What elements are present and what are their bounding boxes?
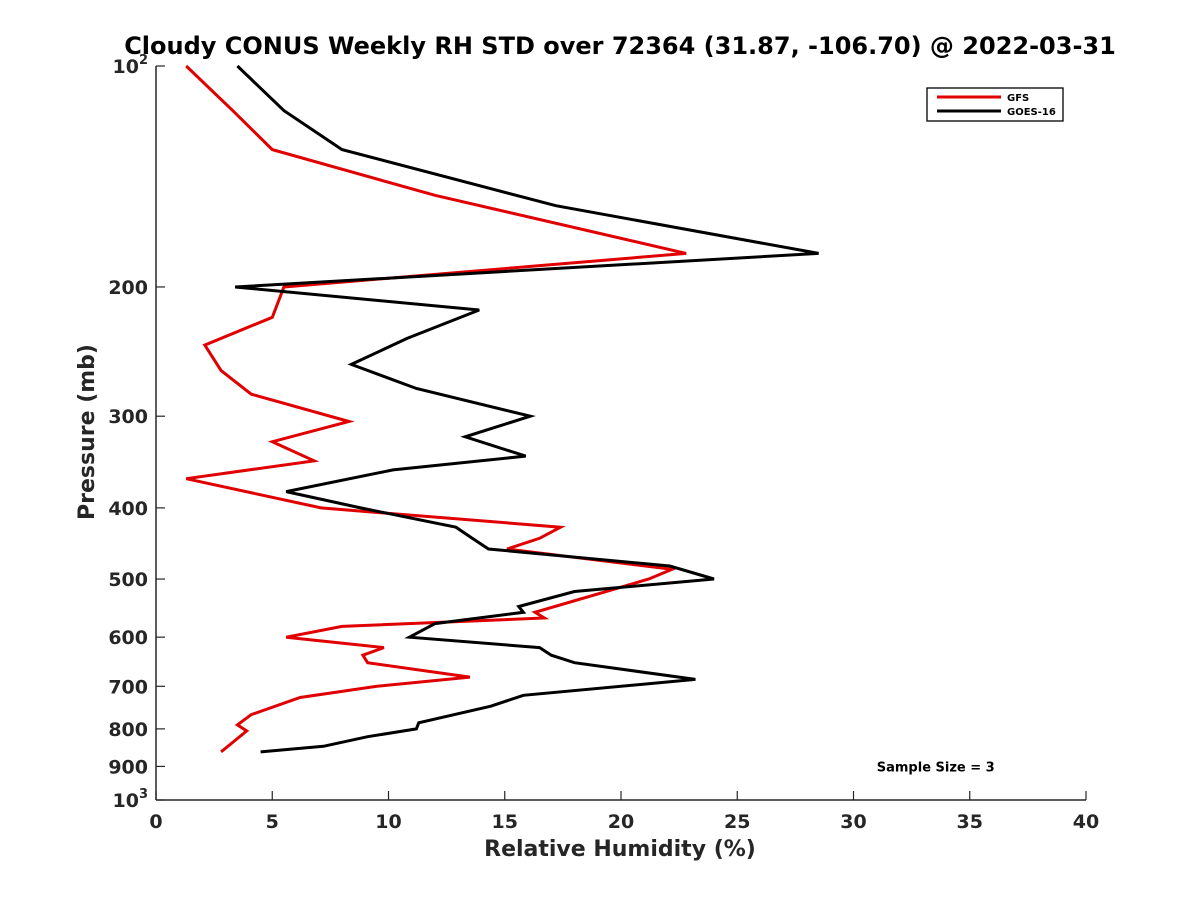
x-ticks: 0 5 10 15 20 25 30 35 40 (149, 791, 1099, 833)
legend: GFS GOES-16 (926, 87, 1064, 122)
y-tick-label: 700 (108, 676, 148, 698)
legend-label: GOES-16 (1007, 107, 1056, 118)
y-axis-label: Pressure (mb) (75, 344, 100, 520)
x-tick-label: 20 (608, 811, 634, 833)
y-tick-label: 102 (113, 53, 149, 78)
x-tick-label: 0 (149, 811, 162, 833)
series-line-1 (234, 64, 819, 754)
chart-title: Cloudy CONUS Weekly RH STD over 72364 (3… (124, 32, 1116, 60)
x-tick-label: 40 (1073, 811, 1099, 833)
x-tick-label: 15 (492, 811, 518, 833)
sample-size-annotation: Sample Size = 3 (877, 760, 995, 775)
y-tick-label: 103 (113, 787, 149, 812)
legend-box (926, 87, 1064, 122)
y-tick-label: 600 (108, 627, 148, 649)
y-tick-label: 800 (108, 719, 148, 741)
x-tick-label: 25 (724, 811, 750, 833)
x-tick-label: 5 (266, 811, 279, 833)
y-tick-label: 300 (108, 406, 148, 428)
y-tick-label: 500 (108, 569, 148, 591)
x-tick-label: 35 (957, 811, 983, 833)
x-tick-label: 10 (375, 811, 401, 833)
annotations: Sample Size = 3 (877, 760, 995, 775)
legend-label: GFS (1007, 93, 1029, 104)
y-ticks: 102 200 300 400 500 600 700 800 900 103 (108, 53, 165, 812)
x-tick-label: 30 (840, 811, 866, 833)
y-tick-label: 900 (108, 756, 148, 778)
y-tick-label: 200 (108, 277, 148, 299)
series-group (185, 64, 819, 754)
y-tick-label: 400 (108, 498, 148, 520)
axes (155, 66, 1086, 801)
series-line-0 (185, 64, 687, 754)
x-axis-label: Relative Humidity (%) (484, 837, 756, 862)
